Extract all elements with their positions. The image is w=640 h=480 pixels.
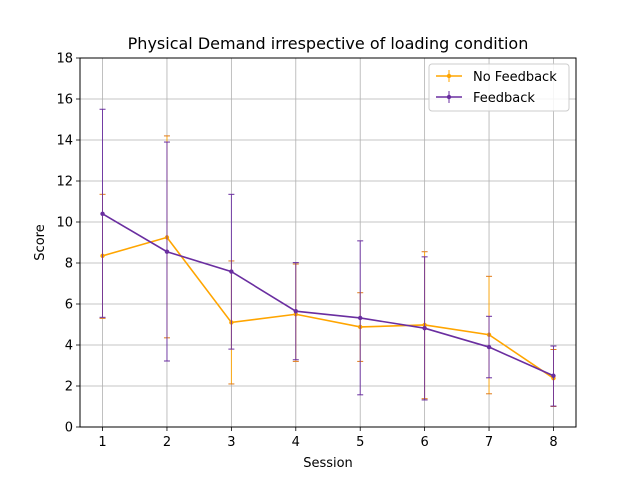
y-tick-label: 10 [56, 216, 73, 231]
data-point-feedback [293, 308, 298, 314]
data-point-feedback [358, 315, 363, 321]
data-point-feedback [551, 373, 556, 378]
legend-marker-feedback [446, 94, 452, 100]
data-point-feedback [100, 211, 105, 216]
x-tick-label: 7 [485, 435, 493, 450]
series-layer [99, 108, 557, 407]
legend-item-no-feedback: No Feedback [436, 70, 557, 85]
legend-label-no-feedback: No Feedback [473, 70, 557, 85]
x-axis-label: Session [303, 456, 353, 471]
legend-label-feedback: Feedback [473, 91, 535, 106]
x-tick-label: 2 [163, 435, 171, 450]
y-tick-label: 0 [65, 421, 73, 436]
y-tick-label: 12 [56, 175, 73, 190]
grid [80, 57, 576, 428]
y-tick-label: 16 [56, 93, 73, 108]
legend-marker-no-feedback [446, 73, 452, 79]
data-point-feedback [229, 269, 234, 274]
x-tick-label: 1 [98, 435, 106, 450]
x-tick-label: 4 [292, 435, 300, 450]
series-line-no-feedback [102, 236, 554, 379]
y-axis-label: Score [33, 224, 48, 260]
legend: No Feedback Feedback [428, 63, 570, 112]
data-point-feedback [164, 249, 170, 254]
x-tick-label: 5 [356, 435, 364, 450]
x-tick-label: 3 [227, 435, 235, 450]
y-tick-label: 14 [56, 134, 73, 149]
y-tick-label: 4 [65, 339, 73, 354]
y-tick-label: 8 [65, 257, 73, 272]
series-line-feedback [102, 213, 554, 377]
y-tick-label: 2 [65, 380, 73, 395]
chart-title: Physical Demand irrespective of loading … [128, 34, 529, 53]
data-point-feedback [486, 344, 492, 350]
y-tick-label: 18 [56, 52, 73, 67]
series-no-feedback [99, 135, 557, 407]
series-feedback [99, 108, 557, 407]
legend-item-feedback: Feedback [436, 91, 535, 106]
plot-frame [79, 57, 577, 428]
legend-box [428, 63, 570, 112]
x-tick-label: 8 [549, 435, 557, 450]
x-tick-label: 6 [420, 435, 428, 450]
y-tick-label: 6 [65, 298, 73, 313]
data-point-feedback [422, 325, 427, 331]
